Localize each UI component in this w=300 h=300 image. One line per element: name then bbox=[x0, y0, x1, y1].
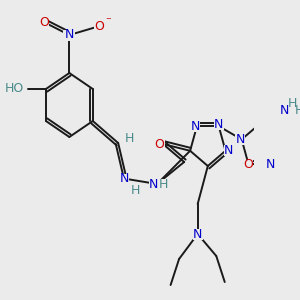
Text: N: N bbox=[119, 172, 129, 185]
Text: O: O bbox=[39, 16, 49, 29]
Bar bbox=[94, 22, 104, 32]
Bar bbox=[265, 158, 275, 169]
Text: H: H bbox=[159, 178, 169, 190]
Text: N: N bbox=[280, 104, 290, 117]
Bar bbox=[235, 134, 245, 145]
Text: N: N bbox=[224, 144, 234, 157]
Text: O: O bbox=[155, 137, 164, 151]
Text: N: N bbox=[190, 120, 200, 133]
Text: H: H bbox=[124, 133, 134, 146]
Bar bbox=[131, 186, 139, 196]
Bar bbox=[214, 119, 224, 130]
Bar bbox=[190, 121, 200, 132]
Text: O: O bbox=[244, 158, 254, 172]
Text: N: N bbox=[214, 118, 224, 131]
Text: H: H bbox=[130, 184, 140, 197]
Bar bbox=[149, 178, 168, 190]
Bar bbox=[125, 134, 134, 144]
Text: O: O bbox=[94, 20, 104, 34]
Text: N: N bbox=[149, 178, 158, 190]
Bar bbox=[224, 145, 234, 156]
Text: H: H bbox=[288, 97, 297, 110]
Bar bbox=[63, 29, 75, 40]
Text: H: H bbox=[294, 104, 300, 117]
Text: N: N bbox=[235, 133, 245, 146]
Bar bbox=[154, 139, 165, 149]
Bar bbox=[282, 105, 297, 116]
Text: $^{-}$: $^{-}$ bbox=[105, 16, 112, 26]
Text: N: N bbox=[266, 158, 275, 170]
Bar bbox=[39, 17, 49, 28]
Text: HO: HO bbox=[5, 82, 24, 95]
Bar bbox=[119, 173, 129, 184]
Bar bbox=[6, 83, 23, 94]
Bar bbox=[193, 229, 203, 239]
Bar bbox=[243, 160, 254, 170]
Text: N: N bbox=[193, 227, 202, 241]
Text: N: N bbox=[65, 28, 74, 41]
